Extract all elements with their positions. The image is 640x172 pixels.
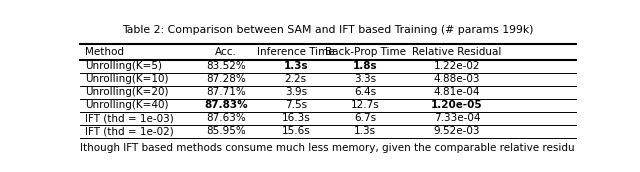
Text: 83.52%: 83.52% <box>207 61 246 71</box>
Text: Acc.: Acc. <box>216 47 237 57</box>
Text: 87.71%: 87.71% <box>207 87 246 97</box>
Text: 7.5s: 7.5s <box>285 100 307 110</box>
Text: 3.3s: 3.3s <box>354 74 376 84</box>
Text: IFT (thd = 1e-02): IFT (thd = 1e-02) <box>85 126 173 136</box>
Text: lthough IFT based methods consume much less memory, given the comparable relativ: lthough IFT based methods consume much l… <box>80 143 575 153</box>
Text: Unrolling(K=10): Unrolling(K=10) <box>85 74 168 84</box>
Text: 87.83%: 87.83% <box>205 100 248 110</box>
Text: 87.63%: 87.63% <box>207 113 246 123</box>
Text: 1.22e-02: 1.22e-02 <box>434 61 480 71</box>
Text: 3.9s: 3.9s <box>285 87 307 97</box>
Text: 7.33e-04: 7.33e-04 <box>434 113 480 123</box>
Text: 16.3s: 16.3s <box>282 113 310 123</box>
Text: Table 2: Comparison between SAM and IFT based Training (# params 199k): Table 2: Comparison between SAM and IFT … <box>122 25 534 35</box>
Text: 6.4s: 6.4s <box>354 87 376 97</box>
Text: Inference Time: Inference Time <box>257 47 335 57</box>
Text: 2.2s: 2.2s <box>285 74 307 84</box>
Text: Relative Residual: Relative Residual <box>412 47 502 57</box>
Text: 85.95%: 85.95% <box>207 126 246 136</box>
Text: 1.8s: 1.8s <box>353 61 378 71</box>
Text: 15.6s: 15.6s <box>282 126 310 136</box>
Text: Method: Method <box>85 47 124 57</box>
Text: 4.81e-04: 4.81e-04 <box>434 87 480 97</box>
Text: 1.20e-05: 1.20e-05 <box>431 100 483 110</box>
Text: 6.7s: 6.7s <box>354 113 376 123</box>
Text: 1.3s: 1.3s <box>284 61 308 71</box>
Text: Unrolling(K=20): Unrolling(K=20) <box>85 87 168 97</box>
Text: Unrolling(K=5): Unrolling(K=5) <box>85 61 162 71</box>
Text: 4.88e-03: 4.88e-03 <box>434 74 480 84</box>
Text: 1.3s: 1.3s <box>354 126 376 136</box>
Text: IFT (thd = 1e-03): IFT (thd = 1e-03) <box>85 113 173 123</box>
Text: 87.28%: 87.28% <box>207 74 246 84</box>
Text: 9.52e-03: 9.52e-03 <box>434 126 480 136</box>
Text: 12.7s: 12.7s <box>351 100 380 110</box>
Text: Back-Prop Time: Back-Prop Time <box>324 47 406 57</box>
Text: Unrolling(K=40): Unrolling(K=40) <box>85 100 168 110</box>
